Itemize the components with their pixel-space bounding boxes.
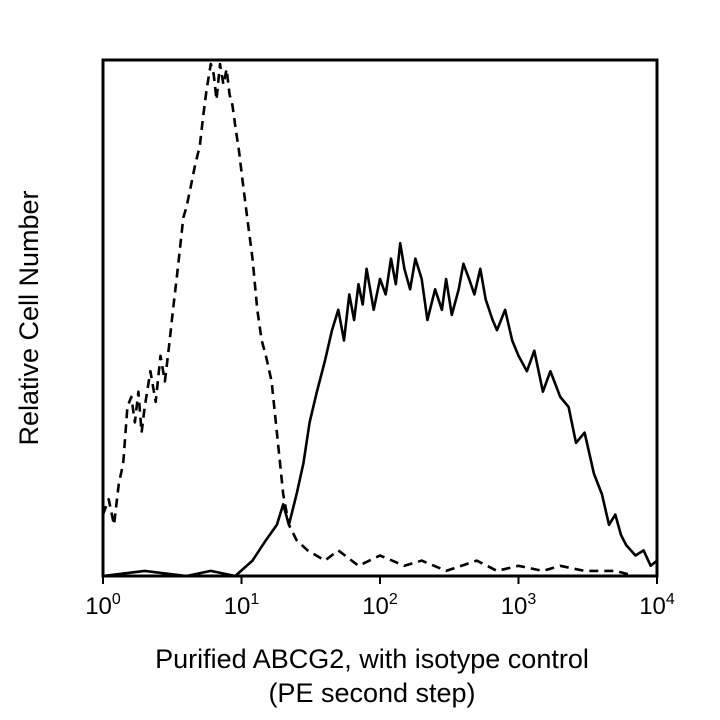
x-axis-label-line2: (PE second step)	[268, 678, 475, 708]
x-tick-label-0: 100	[85, 591, 121, 620]
x-axis-label-line1: Purified ABCG2, with isotype control	[155, 644, 589, 674]
plot-frame	[101, 58, 659, 578]
x-tick-label-4: 104	[639, 591, 675, 620]
series-line-solid	[102, 241, 658, 578]
x-tick-label-1: 101	[224, 591, 260, 620]
x-tick-label-2: 102	[362, 591, 398, 620]
series-line-dashed	[101, 62, 657, 578]
y-axis-label: Relative Cell Number	[14, 190, 44, 445]
x-axis: 100 101 102 103 104	[85, 576, 675, 620]
x-tick-label-3: 103	[501, 591, 537, 620]
plot-lines	[101, 62, 658, 578]
